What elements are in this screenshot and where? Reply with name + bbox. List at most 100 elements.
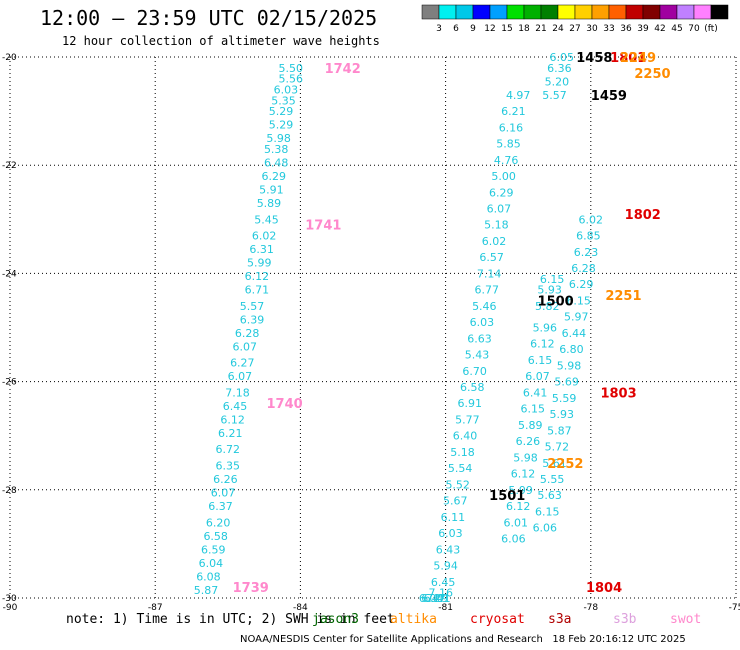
swh-point-label: 5.18	[484, 219, 509, 232]
swh-point-label: 6.36	[547, 62, 572, 75]
legend-s3b: s3b	[613, 612, 637, 627]
swh-point-label: 6.91	[458, 397, 483, 410]
swh-point-label: 6.43	[436, 543, 461, 556]
swh-point-label: 6.07	[211, 487, 236, 500]
x-tick-label: -87	[148, 603, 163, 613]
swh-point-label: 5.63	[537, 489, 562, 502]
swh-point-label: 5.29	[269, 105, 294, 118]
x-tick-label: -90	[3, 603, 18, 613]
swh-point-label: 5.20	[545, 75, 570, 88]
swh-point-label: 5.72	[545, 441, 570, 454]
colorbar-label: 42	[654, 24, 665, 34]
colorbar-swatch	[710, 4, 729, 20]
swh-point-label: 6.15	[540, 273, 565, 286]
swh-point-label: 6.28	[571, 262, 596, 275]
swh-point-label: 6.39	[240, 313, 265, 326]
swh-point-label: 6.06	[533, 522, 558, 535]
swh-point-label: 6.12	[530, 338, 555, 351]
swh-point-label: 5.96	[533, 322, 558, 335]
swh-point-label: 6.29	[262, 170, 287, 183]
x-tick-label: -81	[438, 603, 453, 613]
y-tick-label: -24	[2, 269, 17, 279]
x-tick-label: -75	[729, 603, 740, 613]
swh-point-label: 7.01	[426, 592, 451, 605]
swh-point-label: 6.35	[216, 459, 241, 472]
swh-point-label: 5.98	[266, 132, 291, 145]
pass-time-label: 2251	[605, 289, 641, 304]
pass-time-label: 1802	[625, 208, 661, 223]
pass-time-label: 1459	[591, 89, 627, 104]
colorbar-label: 45	[671, 24, 682, 34]
swh-point-label: 6.15	[528, 354, 553, 367]
swh-point-label: 5.59	[552, 392, 577, 405]
swh-point-label: 5.38	[264, 143, 289, 156]
swh-point-label: 6.06	[501, 532, 526, 545]
swh-point-label: 7.18	[225, 386, 250, 399]
swh-point-label: 5.82	[535, 300, 560, 313]
swh-point-label: 5.61	[542, 457, 567, 470]
colorbar-label: 30	[586, 24, 598, 34]
swh-point-label: 6.08	[196, 570, 221, 583]
swh-point-label: 5.98	[557, 359, 582, 372]
swh-point-label: 6.07	[525, 370, 550, 383]
pass-time-label: 1501	[489, 489, 525, 504]
x-tick-label: -84	[293, 603, 308, 613]
swh-point-label: 5.46	[472, 300, 497, 313]
colorbar-label: 33	[603, 24, 614, 34]
swh-point-label: 6.07	[228, 370, 253, 383]
swh-point-label: 5.00	[491, 170, 516, 183]
swh-point-label: 6.16	[499, 121, 524, 134]
swh-point-label: 6.77	[474, 284, 499, 297]
swh-point-label: 6.03	[438, 527, 463, 540]
swh-point-label: 5.87	[547, 424, 572, 437]
colorbar-label: 27	[569, 24, 580, 34]
credit-line: NOAA/NESDIS Center for Satellite Applica…	[240, 634, 686, 645]
swh-point-label: 5.77	[455, 413, 480, 426]
swh-point-label: 6.29	[489, 186, 514, 199]
pass-time-label: 1500	[538, 294, 574, 309]
swh-point-label: 6.12	[511, 468, 536, 481]
pass-time-label: 1742	[325, 62, 361, 77]
swh-point-label: 5.99	[508, 484, 533, 497]
swh-point-label: 5.52	[445, 478, 470, 491]
swh-point-label: 6.58	[460, 381, 485, 394]
swh-point-label: 6.57	[479, 251, 504, 264]
swh-point-label: 5.93	[550, 408, 575, 421]
legend-s3a: s3a	[548, 612, 572, 627]
colorbar-label: 15	[501, 24, 512, 34]
swh-point-label: 5.43	[465, 349, 490, 362]
swh-point-label: 5.87	[194, 584, 219, 597]
colorbar-label: 24	[552, 24, 564, 34]
pass-time-label: 1739	[233, 581, 269, 596]
swh-point-label: 6.63	[467, 332, 492, 345]
pass-time-label: 1803	[600, 386, 636, 401]
pass-time-label: 1740	[267, 397, 303, 412]
swh-point-label: 5.55	[540, 473, 565, 486]
swh-point-label: 6.48	[264, 156, 289, 169]
swh-point-label: 4.97	[506, 89, 531, 102]
pass-time-label: 1804	[586, 581, 622, 596]
pass-time-label: 2249	[620, 51, 656, 66]
colorbar-label: 36	[620, 24, 632, 34]
swh-point-label: 6.05	[550, 51, 575, 64]
swh-point-label: 5.18	[450, 446, 475, 459]
swh-point-label: 6.29	[424, 592, 449, 605]
swh-point-label: 6.01	[504, 516, 529, 529]
swh-point-label: 6.45	[431, 576, 456, 589]
swh-point-label: 5.50	[278, 62, 303, 75]
swh-point-label: 6.04	[199, 557, 224, 570]
colorbar-label: 12	[484, 24, 495, 34]
swh-point-label: 6.15	[566, 294, 591, 307]
swh-point-label: 6.44	[562, 327, 587, 340]
swh-point-label: 5.57	[542, 89, 567, 102]
swh-point-label: 6.26	[516, 435, 541, 448]
swh-point-label: 6.71	[245, 284, 270, 297]
swh-point-label: 6.26	[213, 473, 238, 486]
colorbar-label: (ft)	[704, 24, 718, 34]
swh-point-label: 6.20	[206, 516, 231, 529]
swh-point-label: 6.72	[216, 443, 241, 456]
swh-point-label: 5.69	[554, 376, 579, 389]
swh-point-label: 5.35	[271, 94, 296, 107]
swh-point-label: 5.54	[448, 462, 473, 475]
